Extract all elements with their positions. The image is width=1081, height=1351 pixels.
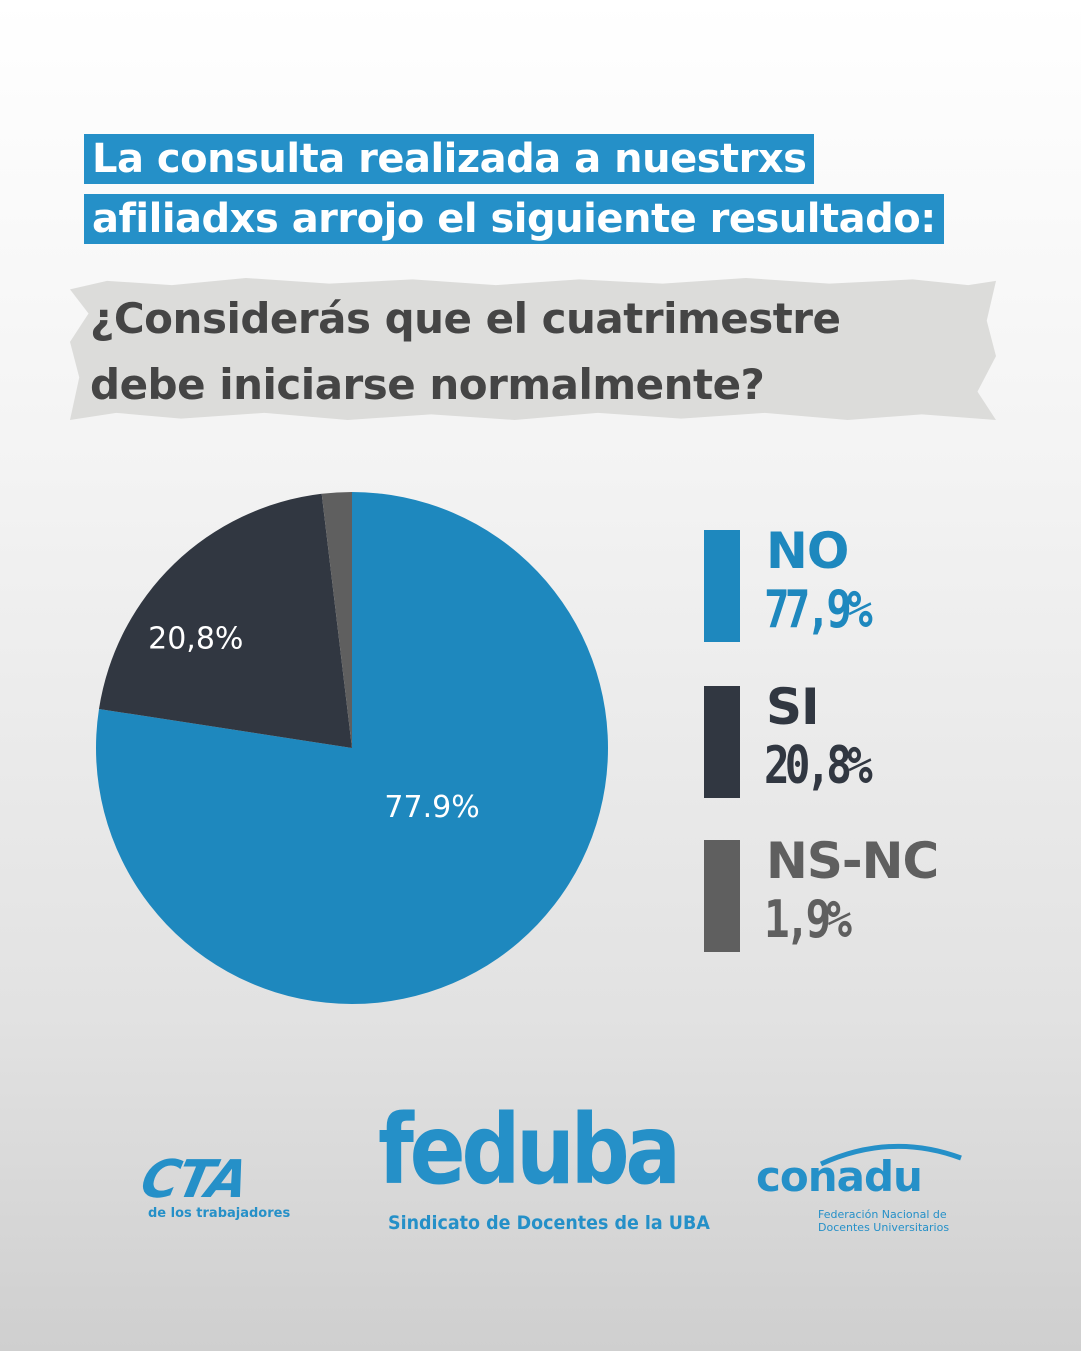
conadu-logo: conadu Federación Nacional de Docentes U… xyxy=(756,1138,966,1238)
legend-value-si: 20,8% xyxy=(764,736,873,796)
question-line-2: debe iniciarse normalmente? xyxy=(90,360,765,409)
legend-swatch-no xyxy=(704,530,740,642)
pie-labels: 77.9% 20,8% xyxy=(148,622,480,826)
conadu-logo-subtitle: Federación Nacional de Docentes Universi… xyxy=(818,1208,949,1234)
pie-slices xyxy=(96,492,608,1004)
pie-label-no: 77.9% xyxy=(384,790,479,825)
headline-line-1: La consulta realizada a nuestrxs xyxy=(84,134,815,184)
pie-slice-no xyxy=(96,492,608,1004)
feduba-logo-subtitle: Sindicato de Docentes de la UBA xyxy=(388,1212,710,1234)
conadu-logo-word: conadu xyxy=(756,1152,923,1201)
legend-value-no: 77,9% xyxy=(764,580,873,640)
legend-category-si: SI xyxy=(766,678,820,736)
pie-label-si: 20,8% xyxy=(148,622,243,657)
feduba-logo-word: feduba xyxy=(378,1094,681,1206)
legend-swatch-nsnc xyxy=(704,840,740,952)
conadu-subtitle-line-2: Docentes Universitarios xyxy=(818,1221,950,1234)
question-paper-background xyxy=(70,278,996,420)
question-line-1: ¿Considerás que el cuatrimestre xyxy=(90,294,841,343)
legend-swatch-si xyxy=(704,686,740,798)
pie-slice-nsnc xyxy=(321,492,352,748)
conadu-arc-icon xyxy=(819,1143,962,1167)
cta-logo: CTA de los trabajadores xyxy=(112,1150,322,1230)
feduba-logo: feduba Sindicato de Docentes de la UBA xyxy=(378,1094,710,1250)
headline-line-2: afiliadxs arrojo el siguiente resultado: xyxy=(84,194,944,244)
cta-logo-subtitle: de los trabajadores xyxy=(148,1206,291,1221)
pie-slice-si xyxy=(98,493,352,748)
cta-logo-word: CTA xyxy=(135,1150,253,1210)
legend-category-no: NO xyxy=(766,522,849,580)
conadu-subtitle-line-1: Federación Nacional de xyxy=(818,1208,947,1221)
legend-category-nsnc: NS-NC xyxy=(766,832,939,890)
legend-value-nsnc: 1,9% xyxy=(764,890,852,950)
